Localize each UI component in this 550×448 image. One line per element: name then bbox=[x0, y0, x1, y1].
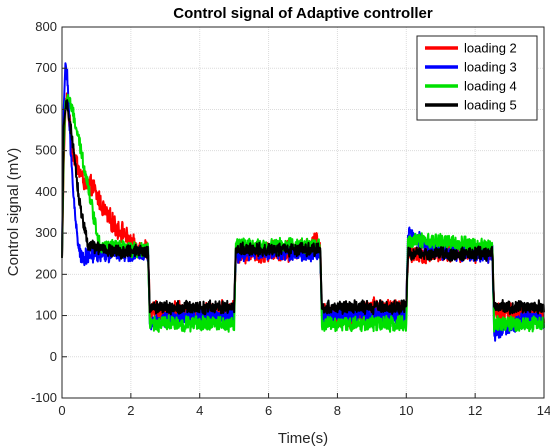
legend-label: loading 3 bbox=[464, 60, 517, 75]
y-tick-label: 300 bbox=[35, 225, 57, 240]
y-tick-label: 400 bbox=[35, 184, 57, 199]
chart-title: Control signal of Adaptive controller bbox=[173, 5, 433, 22]
y-tick-label: 800 bbox=[35, 19, 57, 34]
legend-label: loading 4 bbox=[464, 79, 517, 94]
y-tick-label: 500 bbox=[35, 143, 57, 158]
series-layer bbox=[61, 62, 545, 342]
y-tick-label: 700 bbox=[35, 60, 57, 75]
y-tick-label: 100 bbox=[35, 308, 57, 323]
x-tick-label: 0 bbox=[58, 403, 65, 418]
x-tick-label: 4 bbox=[196, 403, 203, 418]
x-tick-label: 2 bbox=[127, 403, 134, 418]
legend-label: loading 2 bbox=[464, 41, 517, 56]
plot-frame bbox=[61, 26, 545, 399]
series-line-loading-5 bbox=[61, 99, 545, 316]
y-tick-label: 0 bbox=[50, 349, 57, 364]
y-tick-label: -100 bbox=[31, 390, 57, 405]
legend: loading 2 loading 3 loading 4 loading 5 bbox=[416, 35, 538, 121]
x-tick-label: 6 bbox=[265, 403, 272, 418]
x-tick-label: 10 bbox=[399, 403, 413, 418]
y-tick-label: 200 bbox=[35, 266, 57, 281]
x-tick-label: 12 bbox=[468, 403, 482, 418]
legend-label: loading 5 bbox=[464, 98, 517, 113]
x-axis-title: Time(s) bbox=[278, 430, 328, 447]
x-tick-label: 8 bbox=[334, 403, 341, 418]
y-tick-label: 600 bbox=[35, 101, 57, 116]
x-tick-label: 14 bbox=[537, 403, 550, 418]
y-axis-title: Control signal (mV) bbox=[5, 148, 22, 276]
